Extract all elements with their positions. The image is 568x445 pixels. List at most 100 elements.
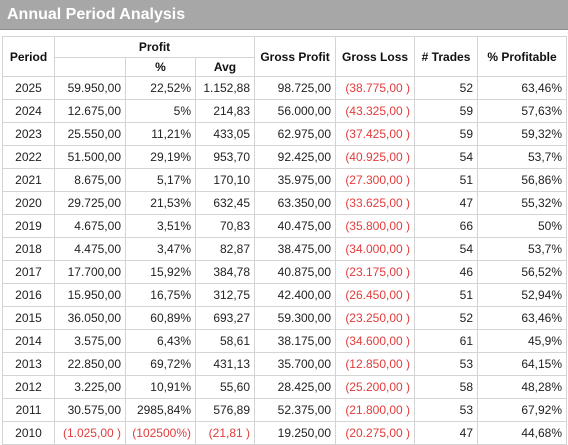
- cell-gross-profit: 52.375,00: [254, 398, 337, 422]
- cell-avg: 953,70: [194, 145, 256, 169]
- cell-pct-profitable: 59,32%: [477, 122, 568, 146]
- cell-pct: 5,17%: [125, 168, 196, 192]
- header-avg[interactable]: Avg: [194, 57, 256, 77]
- cell-trades: 58: [414, 375, 479, 399]
- header-pct[interactable]: %: [125, 57, 196, 77]
- cell-pct: 2985,84%: [125, 398, 196, 422]
- header-period[interactable]: Period: [2, 36, 55, 77]
- cell-pct-profitable: 56,86%: [477, 168, 568, 192]
- cell-profit: 22.850,00: [54, 352, 126, 376]
- cell-gross-loss: (21.800,00 ): [335, 398, 416, 422]
- cell-pct-profitable: 64,15%: [477, 352, 568, 376]
- table-row[interactable]: 2011 30.575,00 2985,84% 576,89 52.375,00 (21.…: [2, 398, 568, 422]
- cell-avg: (21,81 ): [194, 421, 256, 445]
- cell-period: 2014: [2, 329, 55, 353]
- cell-gross-profit: 40.475,00: [254, 214, 337, 238]
- cell-pct: 10,91%: [125, 375, 196, 399]
- cell-gross-profit: 59.300,00: [254, 306, 337, 330]
- cell-gross-profit: 63.350,00: [254, 191, 337, 215]
- cell-period: 2012: [2, 375, 55, 399]
- cell-period: 2019: [2, 214, 55, 238]
- cell-avg: 70,83: [194, 214, 256, 238]
- table-row[interactable]: 2016 15.950,00 16,75% 312,75 42.400,00 (26.45…: [2, 283, 568, 307]
- cell-pct: 6,43%: [125, 329, 196, 353]
- table-row[interactable]: 2024 12.675,00 5% 214,83 56.000,00 (43.325,00…: [2, 99, 568, 123]
- cell-trades: 54: [414, 145, 479, 169]
- table-row[interactable]: 2021 8.675,00 5,17% 170,10 35.975,00 (27.300,…: [2, 168, 568, 192]
- cell-avg: 58,61: [194, 329, 256, 353]
- cell-gross-loss: (23.250,00 ): [335, 306, 416, 330]
- cell-period: 2013: [2, 352, 55, 376]
- table-row[interactable]: 2025 59.950,00 22,52% 1.152,88 98.725,00 (38.…: [2, 76, 568, 100]
- cell-pct-profitable: 45,9%: [477, 329, 568, 353]
- table-row[interactable]: 2015 36.050,00 60,89% 693,27 59.300,00 (23.25…: [2, 306, 568, 330]
- cell-gross-loss: (27.300,00 ): [335, 168, 416, 192]
- cell-avg: 632,45: [194, 191, 256, 215]
- cell-pct-profitable: 50%: [477, 214, 568, 238]
- cell-gross-profit: 35.700,00: [254, 352, 337, 376]
- cell-period: 2017: [2, 260, 55, 284]
- cell-profit: 36.050,00: [54, 306, 126, 330]
- cell-gross-loss: (20.275,00 ): [335, 421, 416, 445]
- table-row[interactable]: 2014 3.575,00 6,43% 58,61 38.175,00 (34.600,0…: [2, 329, 568, 353]
- cell-avg: 693,27: [194, 306, 256, 330]
- header-gross-profit[interactable]: Gross Profit: [254, 36, 337, 77]
- table-row[interactable]: 2023 25.550,00 11,21% 433,05 62.975,00 (37.42…: [2, 122, 568, 146]
- cell-gross-loss: (23.175,00 ): [335, 260, 416, 284]
- table-container: Period Profit Gross Profit Gross Loss # …: [0, 30, 568, 445]
- cell-period: 2021: [2, 168, 55, 192]
- cell-trades: 52: [414, 76, 479, 100]
- table-row[interactable]: 2010 (1.025,00 ) (102500%) (21,81 ) 19.250,0…: [2, 421, 568, 445]
- table-row[interactable]: 2022 51.500,00 29,19% 953,70 92.425,00 (40.92…: [2, 145, 568, 169]
- cell-gross-profit: 38.175,00: [254, 329, 337, 353]
- table-row[interactable]: 2019 4.675,00 3,51% 70,83 40.475,00 (35.800,0…: [2, 214, 568, 238]
- cell-pct: 69,72%: [125, 352, 196, 376]
- cell-avg: 576,89: [194, 398, 256, 422]
- cell-pct: 3,47%: [125, 237, 196, 261]
- cell-pct: 29,19%: [125, 145, 196, 169]
- cell-trades: 61: [414, 329, 479, 353]
- cell-pct-profitable: 53,7%: [477, 145, 568, 169]
- cell-profit: 8.675,00: [54, 168, 126, 192]
- header-profit[interactable]: Profit: [53, 36, 256, 58]
- cell-pct: 3,51%: [125, 214, 196, 238]
- cell-pct: 60,89%: [125, 306, 196, 330]
- cell-trades: 52: [414, 306, 479, 330]
- cell-trades: 53: [414, 352, 479, 376]
- annual-period-table: Period Profit Gross Profit Gross Loss # …: [2, 36, 568, 445]
- cell-profit: 59.950,00: [54, 76, 126, 100]
- cell-gross-loss: (34.000,00 ): [335, 237, 416, 261]
- table-row[interactable]: 2013 22.850,00 69,72% 431,13 35.700,00 (12.85…: [2, 352, 568, 376]
- cell-avg: 82,87: [194, 237, 256, 261]
- cell-pct-profitable: 57,63%: [477, 99, 568, 123]
- cell-period: 2010: [2, 421, 55, 445]
- cell-trades: 53: [414, 398, 479, 422]
- cell-trades: 51: [414, 283, 479, 307]
- cell-avg: 433,05: [194, 122, 256, 146]
- cell-pct: (102500%): [125, 421, 196, 445]
- cell-profit: 3.575,00: [54, 329, 126, 353]
- cell-gross-profit: 92.425,00: [254, 145, 337, 169]
- cell-gross-loss: (34.600,00 ): [335, 329, 416, 353]
- cell-profit: 3.225,00: [54, 375, 126, 399]
- cell-avg: 384,78: [194, 260, 256, 284]
- header-gross-loss[interactable]: Gross Loss: [335, 36, 416, 77]
- cell-profit: 4.475,00: [54, 237, 126, 261]
- cell-gross-profit: 40.875,00: [254, 260, 337, 284]
- cell-pct-profitable: 55,32%: [477, 191, 568, 215]
- cell-trades: 59: [414, 99, 479, 123]
- cell-pct-profitable: 48,28%: [477, 375, 568, 399]
- table-row[interactable]: 2012 3.225,00 10,91% 55,60 28.425,00 (25.200,…: [2, 375, 568, 399]
- header-trades[interactable]: # Trades: [414, 36, 479, 77]
- cell-profit: 4.675,00: [54, 214, 126, 238]
- header-pct-profitable[interactable]: % Profitable: [477, 36, 568, 77]
- cell-period: 2020: [2, 191, 55, 215]
- cell-gross-loss: (40.925,00 ): [335, 145, 416, 169]
- cell-gross-profit: 62.975,00: [254, 122, 337, 146]
- cell-gross-loss: (25.200,00 ): [335, 375, 416, 399]
- cell-pct-profitable: 44,68%: [477, 421, 568, 445]
- table-row[interactable]: 2018 4.475,00 3,47% 82,87 38.475,00 (34.000,0…: [2, 237, 568, 261]
- table-row[interactable]: 2020 29.725,00 21,53% 632,45 63.350,00 (33.62…: [2, 191, 568, 215]
- cell-gross-loss: (12.850,00 ): [335, 352, 416, 376]
- table-row[interactable]: 2017 17.700,00 15,92% 384,78 40.875,00 (23.17…: [2, 260, 568, 284]
